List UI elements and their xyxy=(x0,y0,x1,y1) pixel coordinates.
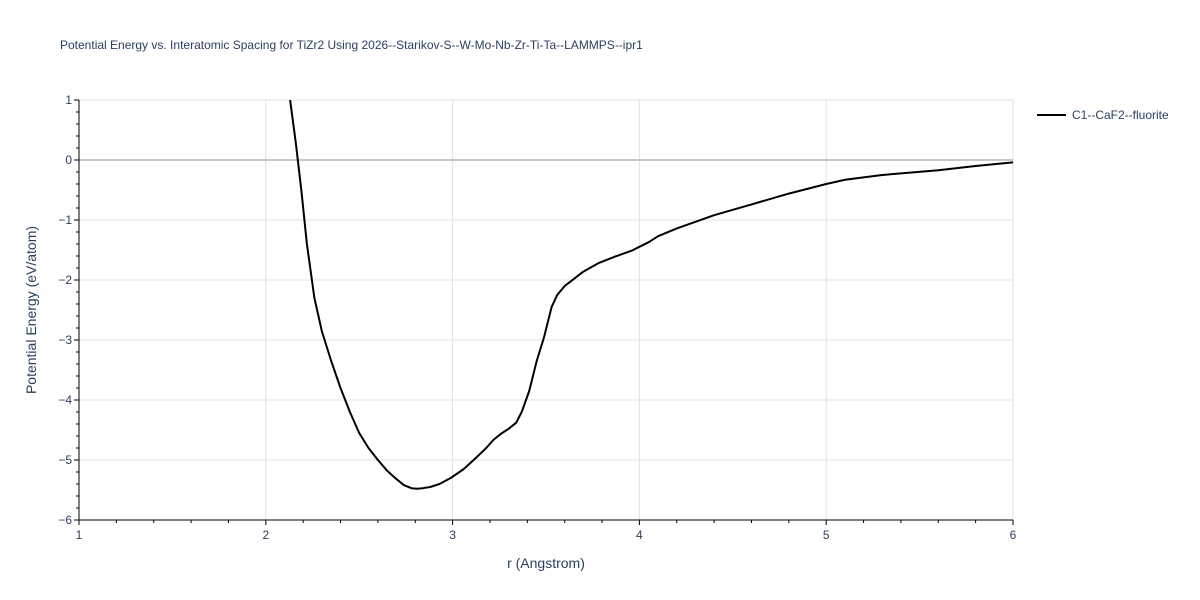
x-tick-label: 3 xyxy=(449,528,456,542)
y-tick-label: −2 xyxy=(58,273,72,287)
y-tick-label: 1 xyxy=(65,93,72,107)
x-tick-label: 4 xyxy=(636,528,643,542)
x-tick-label: 6 xyxy=(1010,528,1017,542)
series-line-0 xyxy=(289,100,1013,490)
legend-label: C1--CaF2--fluorite xyxy=(1072,108,1169,122)
y-tick-label: −3 xyxy=(58,333,72,347)
x-tick-label: 1 xyxy=(76,528,83,542)
y-axis-title: Potential Energy (eV/atom) xyxy=(23,226,39,394)
x-tick-label: 5 xyxy=(823,528,830,542)
chart-title: Potential Energy vs. Interatomic Spacing… xyxy=(60,38,643,52)
y-tick-label: −6 xyxy=(58,513,72,527)
y-tick-label: −1 xyxy=(58,213,72,227)
y-tick-label: −5 xyxy=(58,453,72,467)
legend[interactable]: C1--CaF2--fluorite xyxy=(1037,108,1169,122)
y-tick-label: −4 xyxy=(58,393,72,407)
series-layer xyxy=(289,100,1013,490)
axes: 1 2 3 4 5 6 1 0 −1 −2 −3 −4 −5 −6 xyxy=(58,93,1016,542)
grid-lines xyxy=(79,99,1014,520)
x-axis-title: r (Angstrom) xyxy=(507,555,585,571)
y-tick-label: 0 xyxy=(65,153,72,167)
x-tick-label: 2 xyxy=(262,528,269,542)
